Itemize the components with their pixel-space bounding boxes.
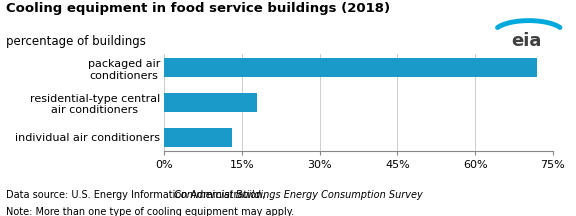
Text: Note: More than one type of cooling equipment may apply.: Note: More than one type of cooling equi… [6,207,294,216]
Text: Cooling equipment in food service buildings (2018): Cooling equipment in food service buildi… [6,2,390,15]
Text: percentage of buildings: percentage of buildings [6,35,146,48]
Bar [164,93,257,112]
Text: Commercial Buildings Energy Consumption Survey: Commercial Buildings Energy Consumption … [173,190,422,200]
Bar [164,58,537,78]
Text: eia: eia [511,32,541,50]
Text: Data source: U.S. Energy Information Administration,: Data source: U.S. Energy Information Adm… [6,190,268,200]
Bar [164,128,232,147]
